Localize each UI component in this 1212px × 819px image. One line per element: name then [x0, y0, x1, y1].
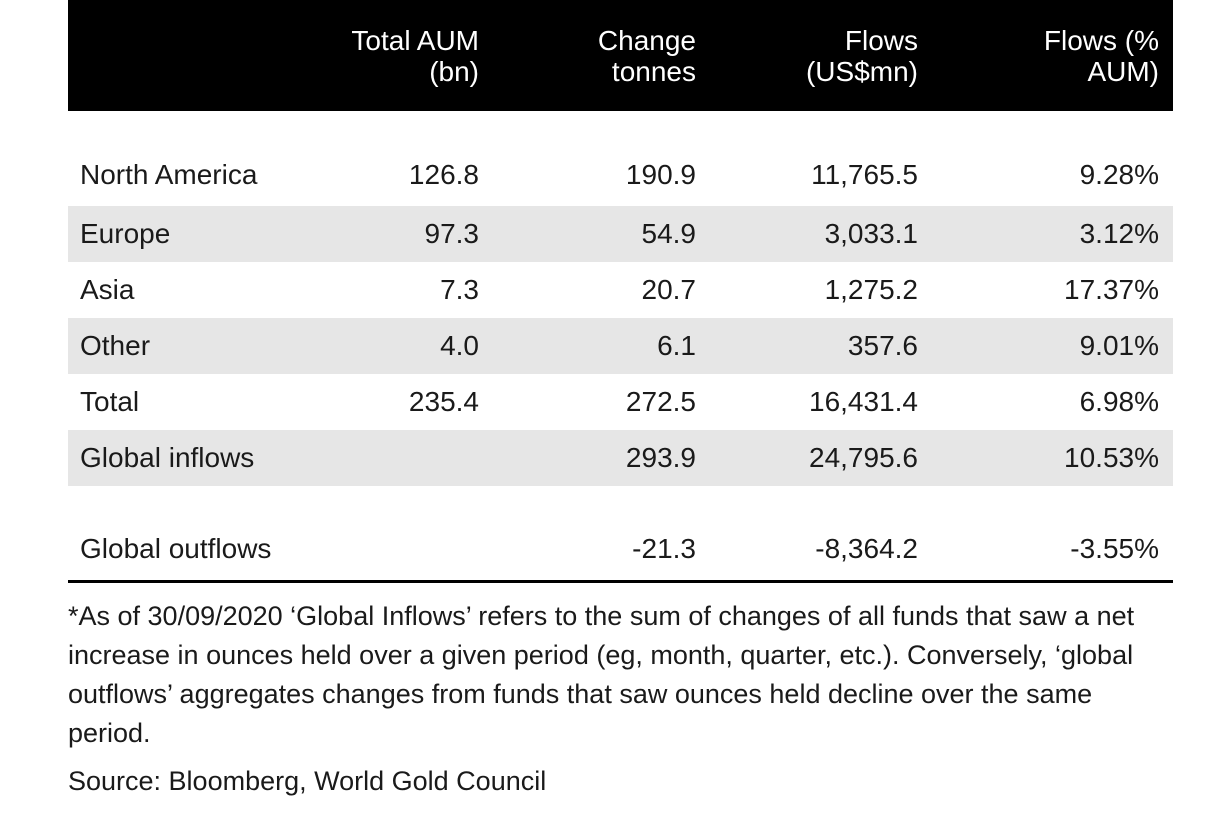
cell-flows-pct: 6.98%: [1079, 386, 1159, 417]
row-label: Asia: [80, 274, 135, 305]
cell-flows-pct: 3.12%: [1079, 218, 1159, 249]
cell-total-aum: [318, 486, 493, 583]
cell-flows-pct: 10.53%: [1064, 442, 1159, 473]
cell-flows-usd: 24,795.6: [809, 442, 918, 473]
cell-flows-usd: 11,765.5: [811, 159, 918, 190]
header-region: [68, 0, 318, 111]
cell-total-aum: 126.8: [408, 159, 479, 190]
cell-change-tonnes: -21.3: [493, 486, 710, 583]
etf-flows-table-container: Total AUM (bn) Change tonnes Flows (US$m…: [68, 0, 1173, 583]
cell-flows-pct: 9.28%: [1079, 159, 1159, 190]
row-label: North America: [80, 159, 258, 190]
row-label: Europe: [80, 218, 171, 249]
cell-flows-pct: 17.37%: [1064, 274, 1159, 305]
cell-flows-usd: 357.6: [847, 330, 918, 361]
row-label: Total: [80, 386, 140, 417]
cell-flows-usd: 16,431.4: [809, 386, 918, 417]
cell-flows-pct: 9.01%: [1079, 330, 1159, 361]
header-flows-usd: Flows (US$mn): [805, 24, 918, 87]
cell-change-tonnes: 20.7: [641, 274, 697, 305]
table-row: Global outflows -21.3 -8,364.2 -3.55%: [68, 486, 1173, 583]
footnote: *As of 30/09/2020 ‘Global Inflows’ refer…: [68, 601, 1135, 748]
table-row: Europe 97.3 54.9 3,033.1 3.12%: [68, 206, 1173, 262]
header-flows-pct: Flows (% AUM): [1043, 24, 1159, 87]
cell-total-aum: 7.3: [440, 274, 479, 305]
header-total-aum: Total AUM (bn): [351, 24, 479, 87]
cell-change-tonnes: 190.9: [625, 159, 696, 190]
etf-flows-table: Total AUM (bn) Change tonnes Flows (US$m…: [68, 0, 1173, 583]
cell-flows-usd: 1,275.2: [824, 274, 918, 305]
cell-flows-usd: 3,033.1: [824, 218, 918, 249]
header-row: Total AUM (bn) Change tonnes Flows (US$m…: [68, 0, 1173, 111]
cell-change-tonnes: 54.9: [641, 218, 697, 249]
row-label: Global inflows: [80, 442, 255, 473]
row-label: Other: [80, 330, 151, 361]
table-row: Global inflows 293.9 24,795.6 10.53%: [68, 430, 1173, 486]
table-row: North America 126.8 190.9 11,765.5 9.28%: [68, 111, 1173, 206]
table-header: Total AUM (bn) Change tonnes Flows (US$m…: [68, 0, 1173, 111]
cell-total-aum: 97.3: [424, 218, 480, 249]
table-row: Total 235.4 272.5 16,431.4 6.98%: [68, 374, 1173, 430]
cell-total-aum: [318, 430, 493, 486]
row-label: Global outflows: [68, 486, 318, 583]
cell-total-aum: 4.0: [440, 330, 479, 361]
cell-flows-usd: -8,364.2: [710, 486, 932, 583]
cell-flows-pct: -3.55%: [932, 486, 1173, 583]
cell-change-tonnes: 293.9: [625, 442, 696, 473]
table-row: Asia 7.3 20.7 1,275.2 17.37%: [68, 262, 1173, 318]
table-row: Other 4.0 6.1 357.6 9.01%: [68, 318, 1173, 374]
cell-change-tonnes: 6.1: [657, 330, 696, 361]
table-body: North America 126.8 190.9 11,765.5 9.28%…: [68, 111, 1173, 583]
cell-change-tonnes: 272.5: [625, 386, 696, 417]
cell-total-aum: 235.4: [408, 386, 479, 417]
header-change-tonnes: Change tonnes: [597, 24, 696, 87]
source-note: Source: Bloomberg, World Gold Council: [68, 766, 547, 796]
